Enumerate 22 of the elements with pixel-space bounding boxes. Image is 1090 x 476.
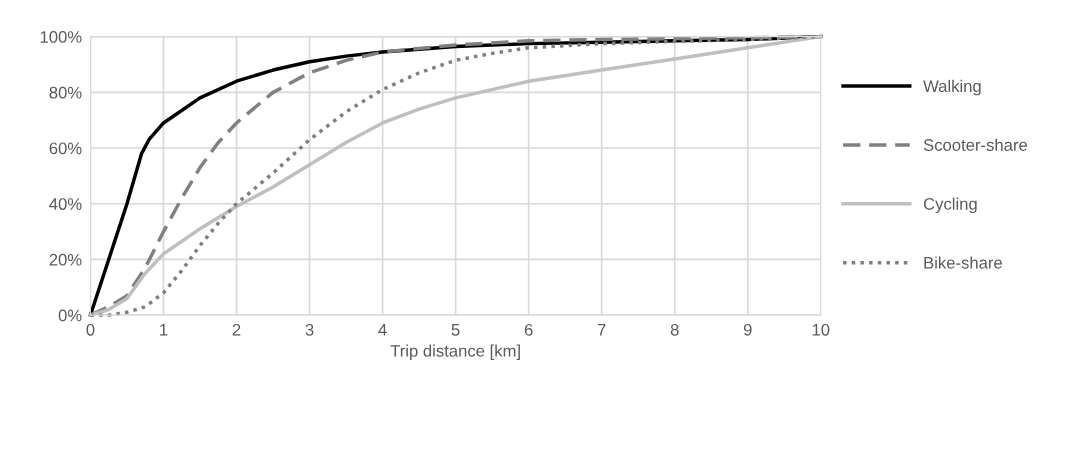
x-tick-label: 10 bbox=[812, 323, 830, 336]
legend-label: Cycling bbox=[923, 197, 977, 214]
x-tick-label: 4 bbox=[378, 324, 387, 336]
x-tick-label: 0 bbox=[86, 323, 95, 336]
x-tick-label: 2 bbox=[232, 323, 241, 336]
x-axis-title: Trip distance [km] bbox=[390, 344, 520, 361]
x-tick-label: 6 bbox=[524, 323, 533, 336]
x-tick-label: 3 bbox=[305, 323, 314, 336]
legend-label: Bike-share bbox=[924, 256, 1002, 269]
y-tick-label: 80% bbox=[49, 86, 82, 99]
y-tick-label: 0% bbox=[58, 309, 82, 322]
legend-label: Scooter-share bbox=[923, 138, 1028, 151]
x-tick-label: 5 bbox=[451, 324, 460, 336]
x-tick-label: 1 bbox=[160, 324, 168, 336]
y-tick-label: 40% bbox=[49, 198, 82, 210]
legend-label: Walking bbox=[923, 79, 981, 96]
x-tick-label: 8 bbox=[670, 323, 679, 336]
y-tick-label: 60% bbox=[49, 142, 82, 155]
y-tick-label: 20% bbox=[49, 253, 82, 266]
x-tick-label: 9 bbox=[743, 323, 752, 336]
x-tick-label: 7 bbox=[597, 324, 606, 336]
y-tick-label: 100% bbox=[40, 31, 82, 43]
